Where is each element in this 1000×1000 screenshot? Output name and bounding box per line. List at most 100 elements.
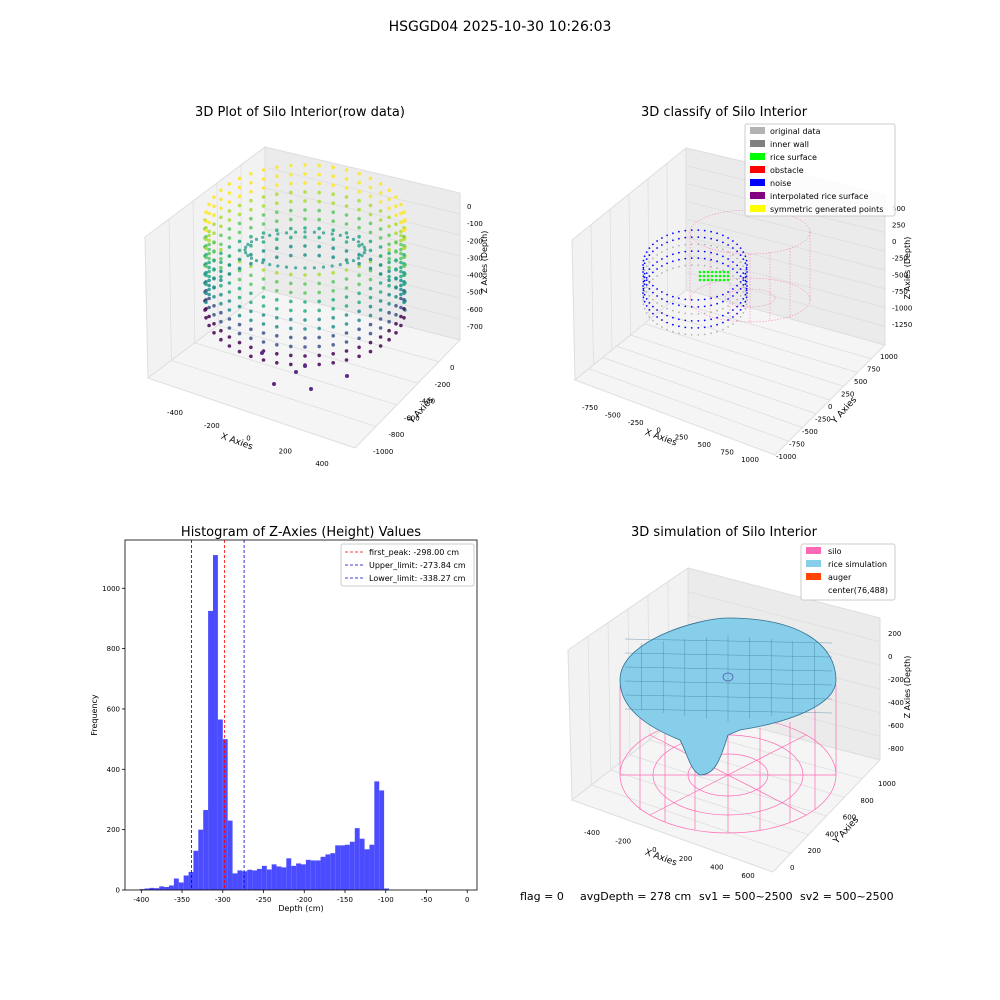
tick-label: 250 (892, 222, 905, 230)
data-point (672, 316, 674, 319)
figure-title: HSGGD04 2025-10-30 10:26:03 (389, 19, 612, 35)
data-point (275, 246, 279, 250)
y-tick-label: 400 (107, 766, 120, 774)
data-point (656, 288, 658, 290)
data-point (207, 265, 211, 270)
data-point (678, 318, 680, 321)
tick-label: 500 (854, 378, 867, 386)
data-point (718, 278, 722, 282)
panel4-legend: silo rice simulation auger center(76,488) (800, 543, 896, 601)
grid-line (685, 254, 886, 308)
data-point (666, 293, 668, 296)
data-point (317, 281, 322, 286)
panel4-xlabel: X Axies (643, 848, 678, 869)
data-point (672, 246, 674, 249)
data-point (745, 259, 748, 262)
data-point (207, 323, 211, 328)
data-point (399, 296, 403, 301)
legend4-frame (800, 543, 896, 601)
data-point (212, 231, 216, 235)
data-point (204, 228, 208, 232)
data-point (387, 247, 391, 252)
data-point (387, 188, 391, 193)
data-point (303, 345, 307, 349)
legend-swatch (806, 560, 821, 567)
data-point (261, 249, 266, 253)
data-point (368, 239, 373, 244)
tick-label: 250 (841, 391, 854, 399)
data-point (219, 269, 223, 274)
data-point (661, 258, 663, 260)
data-point (204, 291, 208, 296)
data-point (716, 316, 718, 319)
data-point (690, 306, 693, 308)
data-point (261, 258, 266, 262)
data-point (331, 352, 336, 356)
data-point (243, 248, 247, 252)
data-point (368, 185, 373, 190)
data-point (661, 244, 663, 246)
panel2-title: 3D classify of Silo Interior (641, 105, 808, 120)
histogram-bar (310, 860, 316, 890)
data-point (249, 261, 253, 266)
data-point (690, 313, 693, 315)
data-point (722, 234, 724, 237)
data-point (739, 288, 742, 290)
data-point (289, 208, 293, 213)
data-point (697, 334, 700, 336)
data-point (219, 224, 223, 229)
data-point (678, 311, 680, 314)
data-point (344, 258, 349, 262)
tick-label: -500 (892, 271, 908, 279)
tick-label: 800 (860, 797, 873, 805)
data-point (331, 307, 336, 311)
data-point (368, 322, 373, 327)
data-point (378, 344, 383, 348)
data-point (399, 247, 403, 252)
data-point (344, 322, 349, 326)
data-point (402, 228, 406, 232)
data-point (394, 313, 398, 317)
data-point (212, 267, 216, 272)
tick-label: -300 (467, 254, 483, 262)
data-point (227, 191, 232, 195)
data-point (212, 304, 216, 308)
data-point (321, 231, 326, 235)
data-point (672, 323, 674, 326)
data-point (399, 278, 403, 283)
data-point (357, 336, 361, 341)
data-point (739, 261, 742, 263)
panel1-points (203, 163, 407, 391)
data-point (289, 244, 293, 249)
data-point (697, 264, 700, 266)
tick-label: -400 (419, 398, 435, 406)
data-point (303, 230, 307, 234)
data-point (710, 332, 712, 335)
histogram-bar (169, 885, 174, 890)
data-point (207, 283, 211, 288)
data-point (378, 281, 383, 285)
data-point (331, 361, 336, 365)
histogram-bar (237, 870, 243, 890)
data-point (275, 271, 279, 275)
grid-line (264, 207, 461, 257)
data-point (684, 319, 687, 322)
data-point (249, 225, 253, 230)
data-point (394, 304, 398, 308)
data-point (736, 284, 738, 287)
tick-label: -600 (404, 414, 420, 422)
data-point (207, 220, 211, 225)
data-point (261, 222, 266, 226)
tick-label: -700 (467, 323, 483, 331)
data-point (237, 304, 242, 309)
data-point (284, 231, 289, 235)
data-point (672, 309, 674, 312)
data-point (716, 302, 718, 305)
data-point (317, 226, 322, 231)
histogram-bar (330, 853, 336, 890)
data-point (275, 210, 279, 214)
data-point (212, 249, 216, 253)
data-point (254, 259, 259, 263)
data-point (387, 283, 391, 288)
data-point (275, 361, 279, 365)
